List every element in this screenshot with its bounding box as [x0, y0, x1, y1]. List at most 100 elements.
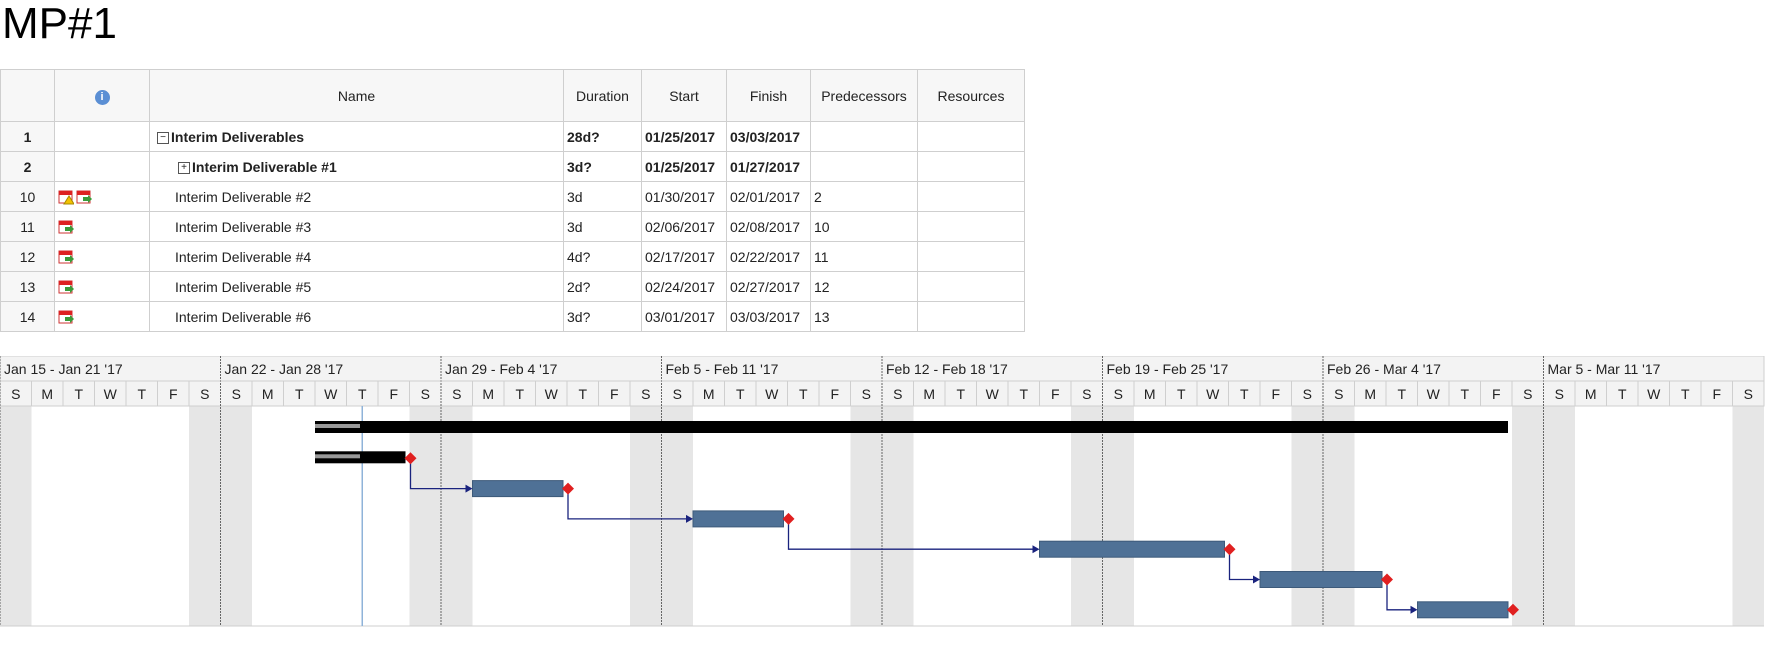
deadline-marker: [1381, 573, 1393, 586]
start-cell[interactable]: 02/06/2017: [641, 211, 727, 242]
predecessors-cell[interactable]: [810, 151, 918, 182]
finish-cell[interactable]: 02/22/2017: [726, 241, 811, 272]
weekend-shade: [1732, 406, 1764, 626]
predecessors-cell[interactable]: 11: [810, 241, 918, 272]
row-number[interactable]: 11: [0, 211, 55, 242]
finish-cell[interactable]: 01/27/2017: [726, 151, 811, 182]
day-label: T: [1019, 386, 1028, 402]
week-label: Jan 15 - Jan 21 '17: [4, 361, 123, 377]
resources-cell[interactable]: [917, 271, 1025, 302]
warning-calendar-icon: [58, 190, 74, 205]
row-number[interactable]: 13: [0, 271, 55, 302]
task-name: Interim Deliverable #6: [175, 308, 312, 325]
week-label: Feb 26 - Mar 4 '17: [1327, 361, 1441, 377]
finish-cell[interactable]: 02/01/2017: [726, 181, 811, 212]
duration-cell[interactable]: 4d?: [563, 241, 642, 272]
task-bar[interactable]: [1417, 601, 1509, 619]
task-bar[interactable]: [472, 480, 564, 498]
duration-cell[interactable]: 3d?: [563, 301, 642, 332]
duration-cell[interactable]: 3d?: [563, 151, 642, 182]
duration-cell[interactable]: 3d: [563, 181, 642, 212]
predecessors-header[interactable]: Predecessors: [810, 69, 918, 122]
finish-header[interactable]: Finish: [726, 69, 811, 122]
task-name-cell[interactable]: Interim Deliverable #3: [149, 211, 564, 242]
expand-collapse-icon[interactable]: +: [178, 161, 190, 174]
indicators-cell: [54, 121, 150, 152]
duration-cell[interactable]: 2d?: [563, 271, 642, 302]
weekend-shade: [409, 406, 441, 626]
predecessors-cell[interactable]: 10: [810, 211, 918, 242]
predecessors-cell[interactable]: 13: [810, 301, 918, 332]
start-cell[interactable]: 01/25/2017: [641, 121, 727, 152]
summary-bar[interactable]: [315, 451, 406, 464]
day-label: T: [956, 386, 965, 402]
dependency-link: [787, 518, 1034, 550]
summary-progress: [315, 454, 360, 459]
row-number[interactable]: 2: [0, 151, 55, 182]
table-row[interactable]: 1 − Interim Deliverables 28d? 01/25/2017 …: [0, 121, 1025, 152]
resources-header[interactable]: Resources: [917, 69, 1025, 122]
task-name: Interim Deliverable #1: [192, 158, 337, 175]
table-row[interactable]: 14 Interim Deliverable #6 3d? 03/01/2017…: [0, 301, 1025, 332]
table-row[interactable]: 13 Interim Deliverable #5 2d? 02/24/2017…: [0, 271, 1025, 302]
indicators-cell: [54, 211, 150, 242]
day-label: S: [1114, 386, 1123, 402]
finish-cell[interactable]: 03/03/2017: [726, 121, 811, 152]
day-label: M: [1364, 386, 1376, 402]
resources-cell[interactable]: [917, 181, 1025, 212]
day-label: S: [200, 386, 209, 402]
predecessors-cell[interactable]: [810, 121, 918, 152]
table-row[interactable]: 12 Interim Deliverable #4 4d? 02/17/2017…: [0, 241, 1025, 272]
start-cell[interactable]: 01/25/2017: [641, 151, 727, 182]
finish-cell[interactable]: 03/03/2017: [726, 301, 811, 332]
calendar-arrow-icon: [58, 310, 74, 324]
row-number[interactable]: 14: [0, 301, 55, 332]
finish-cell[interactable]: 02/08/2017: [726, 211, 811, 242]
deadline-marker: [1507, 603, 1519, 616]
name-header[interactable]: Name: [149, 69, 564, 122]
page-title: MP#1: [2, 0, 117, 48]
indicator-header[interactable]: i: [54, 69, 150, 122]
weekend-shade: [189, 406, 221, 626]
start-cell[interactable]: 02/24/2017: [641, 271, 727, 302]
predecessors-cell[interactable]: 12: [810, 271, 918, 302]
task-name: Interim Deliverable #2: [175, 188, 312, 205]
task-name-cell[interactable]: Interim Deliverable #2: [149, 181, 564, 212]
resources-cell[interactable]: [917, 211, 1025, 242]
task-name-cell[interactable]: + Interim Deliverable #1: [149, 151, 564, 182]
resources-cell[interactable]: [917, 301, 1025, 332]
table-row[interactable]: 11 Interim Deliverable #3 3d 02/06/2017 …: [0, 211, 1025, 242]
link-arrowhead: [1253, 575, 1260, 584]
task-name-cell[interactable]: Interim Deliverable #6: [149, 301, 564, 332]
task-name-cell[interactable]: Interim Deliverable #4: [149, 241, 564, 272]
task-name-cell[interactable]: Interim Deliverable #5: [149, 271, 564, 302]
table-row[interactable]: 2 + Interim Deliverable #1 3d? 01/25/2017…: [0, 151, 1025, 182]
finish-cell[interactable]: 02/27/2017: [726, 271, 811, 302]
duration-cell[interactable]: 28d?: [563, 121, 642, 152]
start-cell[interactable]: 03/01/2017: [641, 301, 727, 332]
week-label: Feb 12 - Feb 18 '17: [886, 361, 1008, 377]
gantt-chart: Jan 15 - Jan 21 '17 Jan 22 - Jan 28 '17 Ja…: [0, 356, 1765, 627]
expand-collapse-icon[interactable]: −: [157, 131, 169, 144]
day-label: S: [862, 386, 871, 402]
start-cell[interactable]: 02/17/2017: [641, 241, 727, 272]
task-bar[interactable]: [1039, 540, 1225, 558]
task-bar[interactable]: [1259, 571, 1383, 588]
duration-header[interactable]: Duration: [563, 69, 642, 122]
predecessors-cell[interactable]: 2: [810, 181, 918, 212]
row-number[interactable]: 10: [0, 181, 55, 212]
table-row[interactable]: 10 Interim Deliverable #2 3d 01/30/2017 …: [0, 181, 1025, 212]
row-number[interactable]: 12: [0, 241, 55, 272]
start-cell[interactable]: 01/30/2017: [641, 181, 727, 212]
resources-cell[interactable]: [917, 151, 1025, 182]
task-name-cell[interactable]: − Interim Deliverables: [149, 121, 564, 152]
resources-cell[interactable]: [917, 121, 1025, 152]
weekend-shade: [850, 406, 882, 626]
summary-bar[interactable]: [315, 421, 1508, 433]
start-header[interactable]: Start: [641, 69, 727, 122]
duration-cell[interactable]: 3d: [563, 211, 642, 242]
day-label: S: [1334, 386, 1343, 402]
resources-cell[interactable]: [917, 241, 1025, 272]
row-number[interactable]: 1: [0, 121, 55, 152]
task-bar[interactable]: [692, 510, 784, 528]
